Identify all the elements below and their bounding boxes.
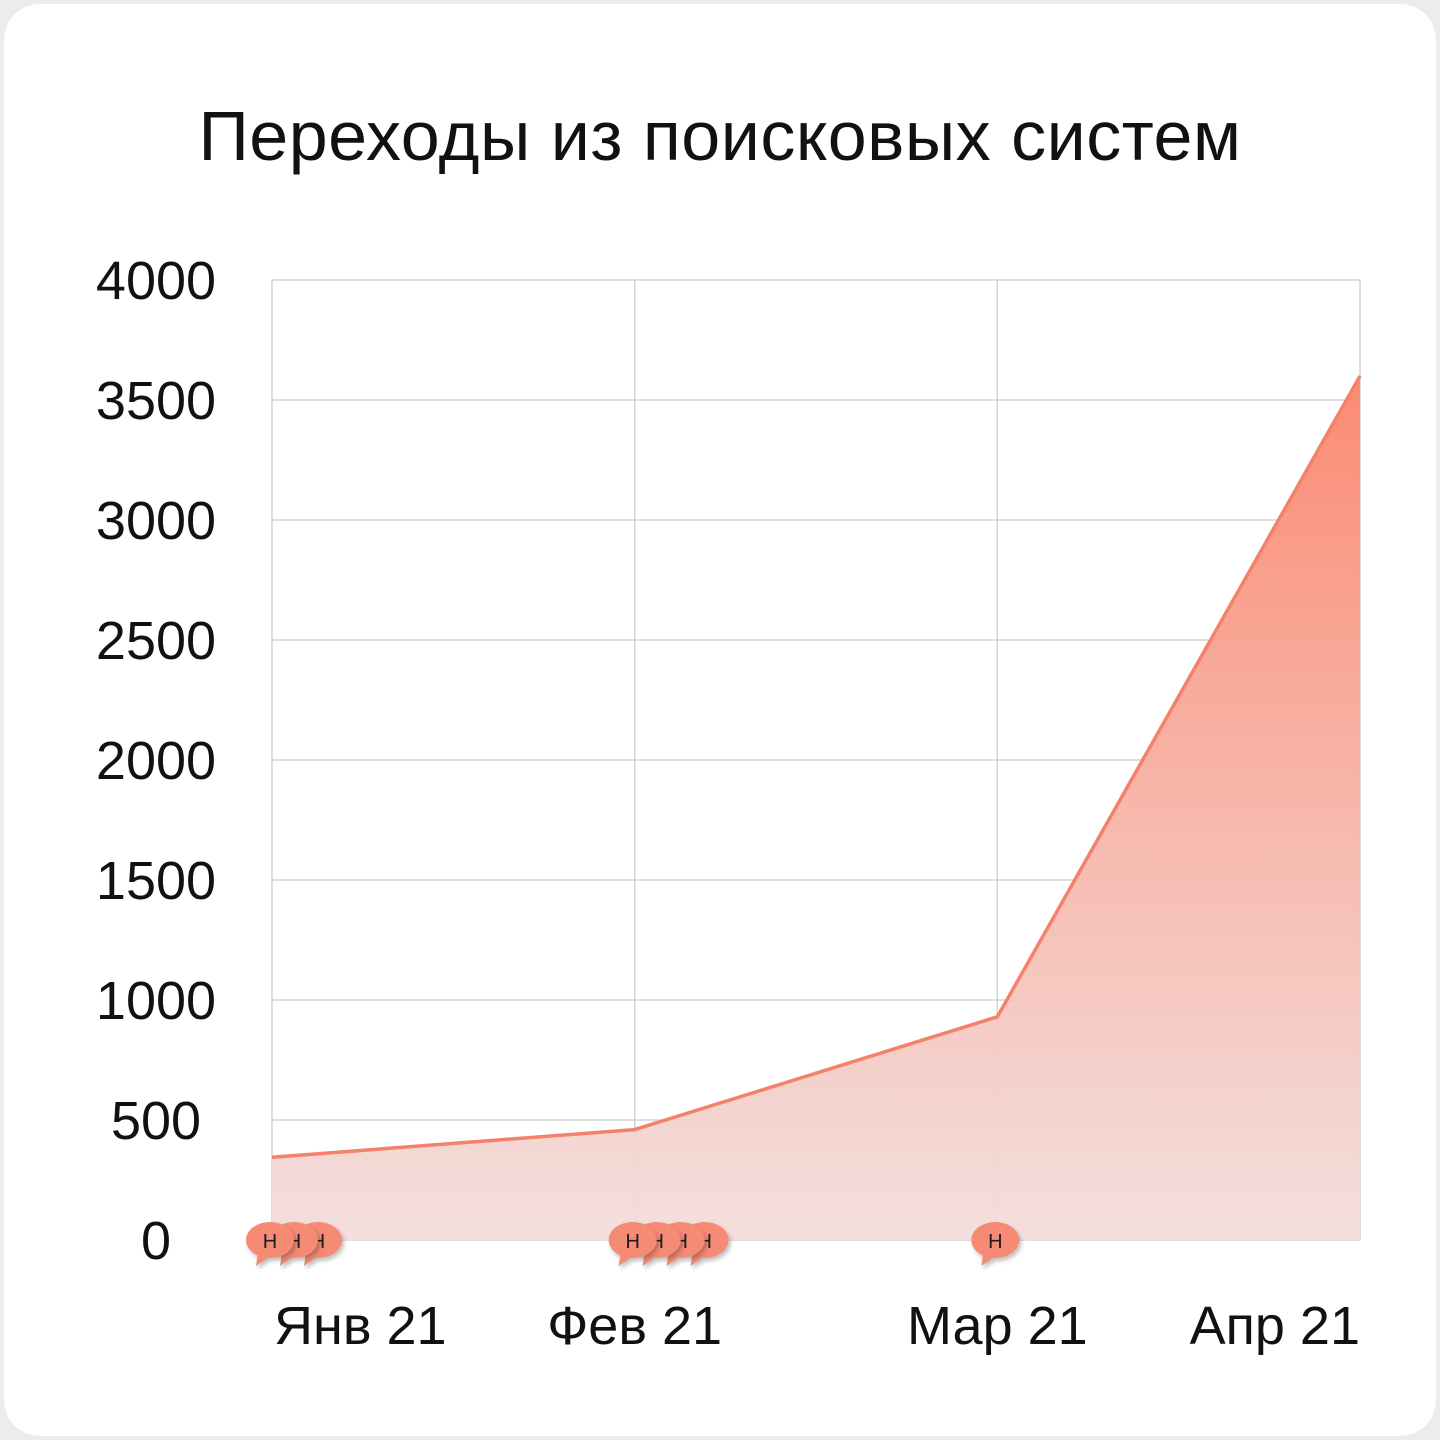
y-tick-label: 0 bbox=[141, 1211, 171, 1271]
chart-title: Переходы из поисковых систем bbox=[198, 97, 1242, 175]
y-tick-label: 4000 bbox=[96, 251, 216, 311]
x-tick-label: Мар 21 bbox=[907, 1296, 1088, 1356]
chart-card: Переходы из поисковых систем 0 500 1000 150… bbox=[4, 4, 1436, 1436]
area-series bbox=[271, 375, 1362, 1240]
marker-letter: Н bbox=[625, 1231, 639, 1253]
marker-letter: Н bbox=[988, 1231, 1002, 1253]
marker-tail bbox=[280, 1252, 296, 1266]
marker-tail bbox=[666, 1252, 683, 1266]
marker-tail bbox=[981, 1252, 998, 1266]
marker-tail bbox=[256, 1252, 272, 1266]
y-tick-label: 3000 bbox=[96, 491, 216, 551]
annotation-marker[interactable]: Н bbox=[971, 1222, 1020, 1266]
y-tick-label: 1500 bbox=[96, 851, 216, 911]
y-axis: 0 500 1000 1500 2000 2500 3000 3500 4000 bbox=[96, 251, 216, 1271]
x-tick-label: Янв 21 bbox=[274, 1296, 447, 1356]
series-line bbox=[271, 375, 1362, 1159]
marker-bubble bbox=[971, 1222, 1020, 1258]
area-chart: 0 500 1000 1500 2000 2500 3000 3500 4000 Янв 21 Ф… bbox=[96, 251, 1362, 1356]
annotation-marker[interactable]: Н bbox=[246, 1222, 294, 1266]
y-tick-label: 2500 bbox=[96, 611, 216, 671]
x-axis: Янв 21 Фев 21 Мар 21 Апр 21 bbox=[274, 1296, 1360, 1356]
marker-bubble bbox=[608, 1222, 657, 1258]
marker-tail bbox=[642, 1252, 659, 1266]
x-tick-label: Апр 21 bbox=[1190, 1296, 1360, 1356]
area-fill bbox=[272, 376, 1360, 1240]
marker-letter: Н bbox=[263, 1231, 277, 1253]
annotation-marker[interactable]: Н bbox=[608, 1222, 657, 1266]
y-tick-label: 2000 bbox=[96, 731, 216, 791]
x-tick-label: Фев 21 bbox=[547, 1296, 722, 1356]
y-tick-label: 500 bbox=[111, 1091, 201, 1151]
marker-tail bbox=[304, 1252, 320, 1266]
marker-tail bbox=[690, 1252, 707, 1266]
marker-bubble bbox=[246, 1222, 294, 1258]
marker-tail bbox=[618, 1252, 635, 1266]
y-tick-label: 1000 bbox=[96, 971, 216, 1031]
y-tick-label: 3500 bbox=[96, 371, 216, 431]
